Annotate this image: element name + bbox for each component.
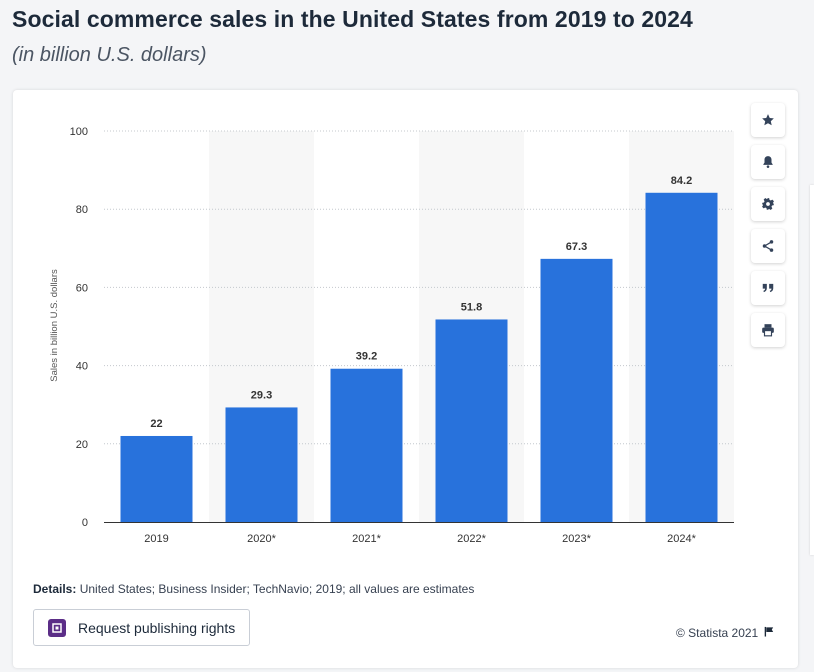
flag-icon[interactable] [764, 626, 775, 640]
details-label: Details: [33, 582, 77, 596]
y-axis-label: Sales in billion U.S. dollars [49, 269, 60, 382]
star-icon [762, 114, 774, 126]
bar-value-label: 51.8 [461, 301, 482, 313]
bar-value-label: 67.3 [566, 241, 587, 253]
quote-icon [762, 283, 774, 293]
details-value: United States; Business Insider; TechNav… [76, 582, 475, 596]
favorite-button[interactable] [751, 103, 785, 137]
gear-icon [762, 198, 774, 210]
chart-toolbar [751, 103, 785, 355]
bar [435, 319, 508, 522]
x-tick-label: 2019 [144, 533, 168, 545]
bar [645, 192, 718, 522]
publishing-icon [48, 618, 66, 637]
bell-icon [763, 156, 773, 168]
request-publishing-rights-button[interactable]: Request publishing rights [33, 609, 250, 646]
bar [540, 258, 613, 522]
cite-button[interactable] [751, 271, 785, 305]
request-publishing-rights-label: Request publishing rights [78, 619, 236, 636]
x-tick-label: 2022* [457, 533, 486, 545]
print-icon [762, 324, 774, 337]
x-tick-label: 2021* [352, 533, 381, 545]
page-title: Social commerce sales in the United Stat… [12, 6, 693, 32]
x-tick-label: 2023* [562, 533, 591, 545]
bar-value-label: 29.3 [251, 389, 272, 401]
share-button[interactable] [751, 229, 785, 263]
x-tick-label: 2020* [247, 533, 276, 545]
bar-value-label: 84.2 [671, 175, 692, 187]
settings-button[interactable] [751, 187, 785, 221]
copyright-text: © Statista 2021 [676, 626, 759, 640]
share-icon [762, 240, 774, 252]
y-tick-label: 40 [76, 361, 88, 373]
bar-value-label: 22 [150, 418, 162, 430]
details-text: Details: United States; Business Insider… [33, 582, 474, 596]
y-tick-label: 20 [76, 439, 88, 451]
bar [120, 435, 193, 522]
print-button[interactable] [751, 313, 785, 347]
notification-button[interactable] [751, 145, 785, 179]
bar [330, 368, 403, 522]
bar [225, 407, 298, 522]
x-tick-label: 2024* [667, 533, 696, 545]
y-tick-label: 60 [76, 282, 88, 294]
copyright: © Statista 2021 [676, 626, 775, 640]
y-tick-label: 100 [70, 126, 88, 138]
bar-value-label: 39.2 [356, 351, 377, 363]
y-tick-label: 80 [76, 204, 88, 216]
side-panel-edge [810, 185, 814, 555]
page-subtitle: (in billion U.S. dollars) [12, 44, 207, 66]
y-tick-label: 0 [82, 517, 88, 529]
